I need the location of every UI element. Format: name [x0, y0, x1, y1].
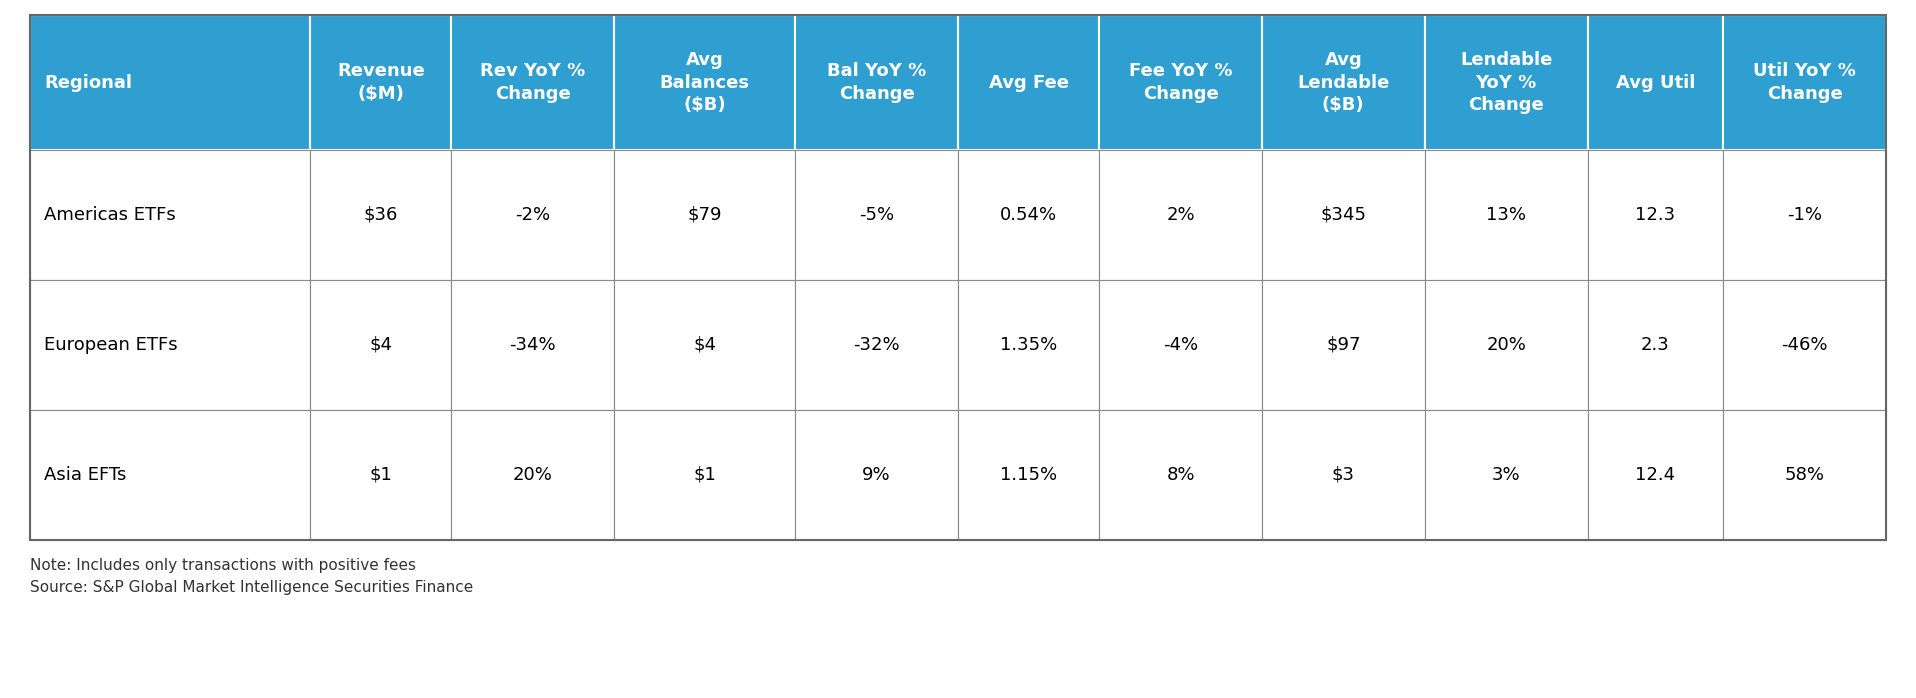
Bar [452, 410, 615, 540]
Text: $3: $3 [1332, 466, 1355, 484]
Text: $1: $1 [370, 466, 393, 484]
Bar [1426, 280, 1588, 410]
Text: -1%: -1% [1788, 206, 1822, 224]
Bar [452, 150, 615, 280]
Text: -34%: -34% [510, 336, 556, 354]
Text: -5%: -5% [858, 206, 895, 224]
Bar [310, 150, 452, 280]
Text: 2%: 2% [1167, 206, 1196, 224]
Bar [310, 410, 452, 540]
Bar [958, 15, 1100, 150]
Text: Avg Util: Avg Util [1615, 73, 1696, 91]
Bar [1426, 150, 1588, 280]
Bar [1722, 410, 1885, 540]
Text: Avg
Balances
($B): Avg Balances ($B) [659, 51, 749, 114]
Bar [795, 280, 958, 410]
Text: $4: $4 [370, 336, 393, 354]
Bar [452, 15, 615, 150]
Bar [31, 280, 310, 410]
Text: -32%: -32% [853, 336, 901, 354]
Bar [1100, 410, 1263, 540]
Text: Fee YoY %
Change: Fee YoY % Change [1129, 62, 1232, 103]
Text: -46%: -46% [1782, 336, 1828, 354]
Bar [1722, 150, 1885, 280]
Text: $4: $4 [694, 336, 717, 354]
Bar [615, 410, 795, 540]
Text: 1.15%: 1.15% [1000, 466, 1058, 484]
Text: $345: $345 [1320, 206, 1366, 224]
Bar [1263, 280, 1426, 410]
Bar [958, 150, 1100, 280]
Text: 0.54%: 0.54% [1000, 206, 1058, 224]
Bar [1588, 280, 1722, 410]
Text: 12.3: 12.3 [1634, 206, 1675, 224]
Bar [795, 410, 958, 540]
Bar [1100, 280, 1263, 410]
Bar [1263, 150, 1426, 280]
Text: 12.4: 12.4 [1634, 466, 1675, 484]
Text: Source: S&P Global Market Intelligence Securities Finance: Source: S&P Global Market Intelligence S… [31, 580, 473, 595]
Text: Americas ETFs: Americas ETFs [44, 206, 176, 224]
Bar [615, 280, 795, 410]
Text: 1.35%: 1.35% [1000, 336, 1058, 354]
Bar [1588, 410, 1722, 540]
Text: Regional: Regional [44, 73, 132, 91]
Bar [31, 15, 1885, 540]
Bar [310, 280, 452, 410]
Text: Util YoY %
Change: Util YoY % Change [1753, 62, 1857, 103]
Text: -4%: -4% [1163, 336, 1198, 354]
Text: 13%: 13% [1487, 206, 1527, 224]
Bar [1100, 15, 1263, 150]
Text: 8%: 8% [1167, 466, 1196, 484]
Text: $36: $36 [364, 206, 399, 224]
Bar [795, 150, 958, 280]
Bar [1426, 410, 1588, 540]
Text: Avg Fee: Avg Fee [989, 73, 1069, 91]
Text: Asia EFTs: Asia EFTs [44, 466, 126, 484]
Bar [452, 280, 615, 410]
Text: $79: $79 [688, 206, 722, 224]
Text: -2%: -2% [515, 206, 550, 224]
Bar [958, 280, 1100, 410]
Bar [615, 15, 795, 150]
Bar [31, 150, 310, 280]
Bar [1722, 15, 1885, 150]
Bar [31, 15, 310, 150]
Bar [1263, 15, 1426, 150]
Text: Bal YoY %
Change: Bal YoY % Change [828, 62, 925, 103]
Text: $1: $1 [694, 466, 717, 484]
Text: 20%: 20% [1487, 336, 1525, 354]
Text: Revenue
($M): Revenue ($M) [337, 62, 425, 103]
Text: Note: Includes only transactions with positive fees: Note: Includes only transactions with po… [31, 558, 416, 573]
Text: 20%: 20% [513, 466, 554, 484]
Text: 2.3: 2.3 [1640, 336, 1669, 354]
Text: European ETFs: European ETFs [44, 336, 178, 354]
Bar [1100, 150, 1263, 280]
Bar [1426, 15, 1588, 150]
Bar [958, 410, 1100, 540]
Bar [310, 15, 452, 150]
Bar [615, 150, 795, 280]
Text: 9%: 9% [862, 466, 891, 484]
Text: Rev YoY %
Change: Rev YoY % Change [481, 62, 586, 103]
Text: Lendable
YoY %
Change: Lendable YoY % Change [1460, 51, 1552, 114]
Bar [1588, 15, 1722, 150]
Text: Avg
Lendable
($B): Avg Lendable ($B) [1297, 51, 1389, 114]
Text: 58%: 58% [1784, 466, 1824, 484]
Text: $97: $97 [1326, 336, 1360, 354]
Bar [31, 410, 310, 540]
Bar [1722, 280, 1885, 410]
Bar [1588, 150, 1722, 280]
Bar [1263, 410, 1426, 540]
Bar [795, 15, 958, 150]
Text: 3%: 3% [1493, 466, 1521, 484]
